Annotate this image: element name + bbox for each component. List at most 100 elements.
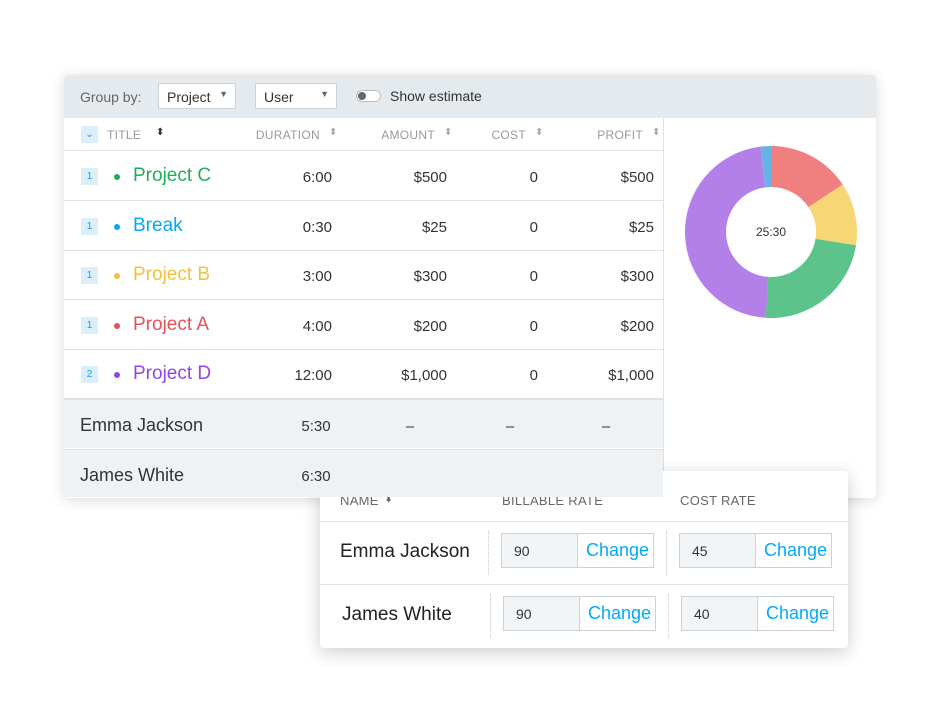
rates-card: NAME BILLABLE RATE COST RATE ⬍ Emma Jackson 9…: [320, 471, 848, 648]
count-badge: 1: [81, 316, 98, 334]
donut-center-label: 25:30: [756, 225, 786, 239]
column-header: BILLABLE RATE: [502, 493, 604, 508]
header-divider: [64, 150, 663, 151]
user-select[interactable]: User ▼: [255, 83, 337, 109]
rate-input[interactable]: 90 Change: [503, 596, 656, 631]
toggle-knob: [358, 92, 366, 100]
cell-profit: –: [601, 418, 611, 435]
cell-profit: $500: [620, 169, 654, 186]
rate-input[interactable]: 45 Change: [679, 533, 832, 568]
donut-segment: [771, 146, 843, 208]
donut-chart: 25:30: [684, 146, 857, 319]
cell-separator: [490, 594, 491, 638]
user-name: James White: [342, 604, 452, 625]
cell-profit: $200: [620, 317, 654, 335]
cell-amount: $500: [413, 169, 447, 186]
cell-duration: 0:30: [302, 218, 332, 236]
cell-amount: $25: [421, 218, 447, 236]
count-badge: 2: [81, 366, 98, 384]
table-area: [64, 118, 664, 498]
row-divider: [64, 299, 663, 301]
user-name: James White: [80, 464, 185, 485]
cell-amount: $300: [413, 268, 447, 286]
cell-duration: 6:00: [302, 169, 332, 186]
sort-icon[interactable]: ⬍: [535, 127, 544, 138]
sort-icon[interactable]: ⬍: [444, 127, 453, 138]
row-divider: [64, 398, 663, 400]
cell-cost: 0: [529, 268, 538, 286]
rate-value-field: [682, 597, 758, 630]
change-button[interactable]: Change: [586, 540, 650, 560]
row-divider: [320, 521, 848, 522]
change-button[interactable]: Change: [588, 603, 652, 623]
user-row: [64, 399, 663, 448]
color-dot: [114, 174, 120, 180]
column-header[interactable]: AMOUNT: [381, 128, 435, 142]
select-value: Project: [167, 89, 211, 105]
change-button[interactable]: Change: [766, 603, 830, 623]
column-header[interactable]: TITLE: [107, 128, 142, 142]
column-header[interactable]: PROFIT: [597, 128, 643, 142]
cell-cost: 0: [529, 367, 538, 385]
row-divider: [64, 348, 663, 350]
rate-value-field: [680, 534, 756, 567]
caret: ▼: [219, 89, 228, 99]
cell-profit: $25: [628, 218, 654, 236]
toggle[interactable]: [356, 90, 381, 102]
cell-cost: –: [505, 418, 515, 435]
color-dot: [114, 372, 120, 379]
color-dot: [114, 322, 120, 329]
group-select[interactable]: Project ▼: [158, 83, 236, 109]
column-header[interactable]: DURATION: [255, 128, 320, 142]
rate-value-field: [502, 534, 578, 567]
count-badge: 1: [81, 217, 98, 235]
caret: ▼: [320, 89, 329, 99]
sort-icon[interactable]: ⬍: [384, 493, 394, 505]
cell-amount: –: [405, 418, 415, 435]
cell-profit: $1,000: [608, 367, 654, 385]
rate-value: 40: [694, 606, 710, 622]
row-divider: [64, 200, 663, 201]
sort-icon[interactable]: ⬍: [329, 127, 338, 138]
cell-duration: 12:00: [294, 367, 332, 385]
expand-button[interactable]: ⌄: [81, 126, 98, 143]
count-badge: 1: [81, 267, 98, 285]
user-name: Emma Jackson: [80, 415, 204, 435]
row-divider: [320, 584, 848, 585]
sort-icon[interactable]: ⬍: [652, 127, 661, 138]
count-badge: 1: [81, 168, 98, 185]
project-title[interactable]: Project B: [133, 264, 211, 286]
cell-amount: $200: [413, 317, 447, 335]
donut-segment: [760, 146, 771, 188]
cell-separator: [666, 531, 667, 575]
project-title[interactable]: Project A: [133, 313, 210, 335]
project-title[interactable]: Project C: [133, 165, 212, 186]
donut-segment: [765, 238, 856, 319]
rate-input[interactable]: 40 Change: [681, 596, 834, 631]
rate-value-field: [504, 597, 580, 630]
color-dot: [114, 273, 120, 280]
select-value: User: [264, 89, 294, 105]
project-title[interactable]: Break: [133, 214, 183, 236]
cell-profit: $300: [620, 268, 654, 286]
donut-segment: [684, 146, 769, 318]
cell-cost: 0: [529, 218, 538, 236]
cell-separator: [488, 531, 489, 575]
column-header[interactable]: COST: [491, 128, 526, 142]
row-divider: [64, 249, 663, 251]
user-name: Emma Jackson: [340, 541, 470, 562]
cell-duration: 3:00: [302, 268, 332, 286]
change-button[interactable]: Change: [764, 540, 828, 560]
sort-icon[interactable]: ⬍: [156, 127, 165, 138]
column-header[interactable]: NAME: [340, 493, 379, 508]
cell-separator: [668, 594, 669, 638]
toggle-label: Show estimate: [390, 88, 482, 104]
group-by-label: Group by:: [80, 89, 142, 105]
donut-segment: [808, 184, 857, 246]
cell-duration: 4:00: [302, 317, 332, 335]
user-row: [64, 448, 663, 497]
project-title[interactable]: Project D: [133, 363, 212, 385]
column-header: COST RATE: [680, 493, 756, 508]
rate-input[interactable]: 90 Change: [501, 533, 654, 568]
